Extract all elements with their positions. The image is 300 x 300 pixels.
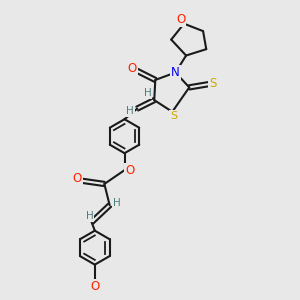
Text: N: N <box>171 66 180 79</box>
Text: O: O <box>128 62 137 75</box>
Text: O: O <box>90 280 99 293</box>
Text: O: O <box>176 14 185 26</box>
Text: H: H <box>112 198 120 208</box>
Text: O: O <box>125 164 134 177</box>
Text: S: S <box>209 76 216 90</box>
Text: H: H <box>85 211 93 221</box>
Text: S: S <box>170 111 177 121</box>
Text: O: O <box>73 172 82 185</box>
Text: H: H <box>126 106 134 116</box>
Text: H: H <box>144 88 151 98</box>
